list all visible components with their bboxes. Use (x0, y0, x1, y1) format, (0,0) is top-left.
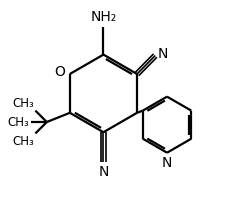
Text: CH₃: CH₃ (12, 97, 34, 110)
Text: O: O (54, 65, 65, 79)
Text: N: N (162, 156, 172, 170)
Text: NH₂: NH₂ (90, 10, 117, 24)
Text: CH₃: CH₃ (7, 115, 29, 128)
Text: N: N (98, 165, 109, 179)
Text: N: N (157, 48, 168, 61)
Text: CH₃: CH₃ (12, 135, 34, 148)
